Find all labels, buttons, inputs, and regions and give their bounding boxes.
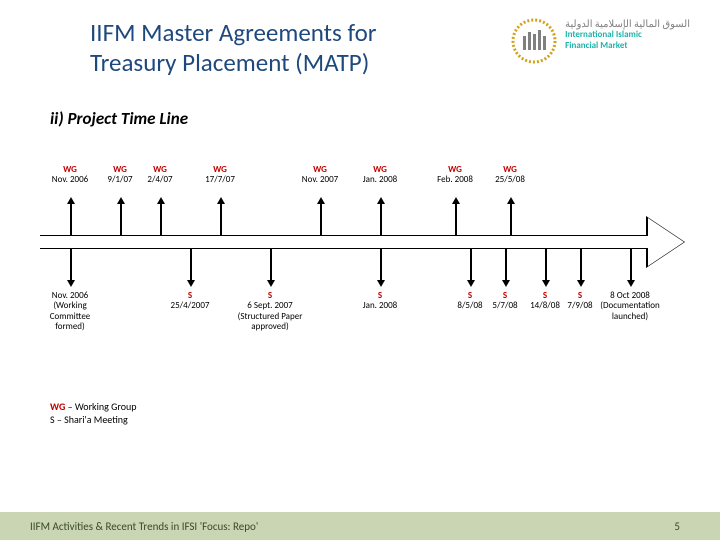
tick-arrow-down-icon bbox=[627, 280, 635, 287]
page-number: 5 bbox=[674, 520, 680, 533]
tick-arrow-up-icon bbox=[317, 197, 325, 204]
timeline-top-label: WG9/1/07 bbox=[107, 165, 132, 186]
logo-en-2: Financial Market bbox=[565, 41, 690, 52]
timeline-tick-top bbox=[455, 203, 457, 235]
legend-wg-val: – Working Group bbox=[65, 400, 136, 413]
logo-text: السوق المالية الإسلامية الدولية Internat… bbox=[565, 18, 690, 52]
timeline-tick-top bbox=[510, 203, 512, 235]
title-line-2: Treasury Placement (MATP) bbox=[90, 47, 369, 78]
timeline-top-label: WGNov. 2007 bbox=[302, 165, 338, 186]
timeline-bottom-label: Nov. 2006(WorkingCommitteeformed) bbox=[50, 291, 91, 332]
timeline-bottom-label: S6 Sept. 2007(Structured Paperapproved) bbox=[238, 291, 303, 332]
timeline-tick-bottom bbox=[190, 249, 192, 281]
tick-arrow-up-icon bbox=[377, 197, 385, 204]
iifm-logo: السوق المالية الإسلامية الدولية Internat… bbox=[511, 18, 690, 78]
timeline-bottom-label: 8 Oct 2008(Documentationlaunched) bbox=[600, 291, 659, 322]
timeline-tick-top bbox=[220, 203, 222, 235]
timeline-tick-top bbox=[120, 203, 122, 235]
timeline-bottom-label: SJan. 2008 bbox=[363, 291, 397, 312]
tick-arrow-down-icon bbox=[502, 280, 510, 287]
tick-arrow-up-icon bbox=[67, 197, 75, 204]
timeline-axis bbox=[40, 235, 650, 249]
slide-footer: IIFM Activities & Recent Trends in IFSI … bbox=[0, 512, 720, 540]
timeline-bottom-label: S8/5/08 bbox=[457, 291, 482, 312]
tick-arrow-up-icon bbox=[217, 197, 225, 204]
timeline-tick-bottom bbox=[380, 249, 382, 281]
logo-mark bbox=[511, 18, 557, 64]
timeline-bottom-label: S5/7/08 bbox=[492, 291, 517, 312]
timeline-tick-bottom bbox=[70, 249, 72, 281]
footer-text: IIFM Activities & Recent Trends in IFSI … bbox=[30, 520, 258, 533]
legend-wg-key: WG bbox=[50, 400, 65, 413]
tick-arrow-up-icon bbox=[507, 197, 515, 204]
tick-arrow-up-icon bbox=[452, 197, 460, 204]
tick-arrow-down-icon bbox=[577, 280, 585, 287]
tick-arrow-down-icon bbox=[67, 280, 75, 287]
tick-arrow-down-icon bbox=[542, 280, 550, 287]
section-subtitle: ii) Project Time Line bbox=[50, 108, 188, 129]
timeline-tick-bottom bbox=[505, 249, 507, 281]
tick-arrow-down-icon bbox=[267, 280, 275, 287]
timeline-tick-bottom bbox=[270, 249, 272, 281]
timeline-diagram: WGNov. 2006 WG9/1/07 WG2/4/07 WG17/7/07 WGNo… bbox=[30, 145, 690, 395]
tick-arrow-down-icon bbox=[187, 280, 195, 287]
timeline-top-label: WG17/7/07 bbox=[205, 165, 235, 186]
timeline-tick-top bbox=[320, 203, 322, 235]
slide-title: IIFM Master Agreements for Treasury Plac… bbox=[90, 18, 377, 78]
timeline-bottom-label: S7/9/08 bbox=[567, 291, 592, 312]
timeline-top-label: WGJan. 2008 bbox=[363, 165, 397, 186]
timeline-tick-bottom bbox=[545, 249, 547, 281]
timeline-tick-bottom bbox=[580, 249, 582, 281]
timeline-tick-bottom bbox=[630, 249, 632, 281]
tick-arrow-down-icon bbox=[377, 280, 385, 287]
legend: WG – Working Group S – Shari'a Meeting bbox=[50, 400, 137, 426]
timeline-top-label: WGFeb. 2008 bbox=[437, 165, 473, 186]
timeline-tick-top bbox=[380, 203, 382, 235]
legend-s: S – Shari'a Meeting bbox=[50, 413, 128, 426]
timeline-bottom-label: S25/4/2007 bbox=[171, 291, 210, 312]
slide-header: IIFM Master Agreements for Treasury Plac… bbox=[0, 18, 720, 78]
timeline-bottom-label: S14/8/08 bbox=[530, 291, 560, 312]
timeline-tick-top bbox=[160, 203, 162, 235]
timeline-tick-top bbox=[70, 203, 72, 235]
timeline-top-label: WGNov. 2006 bbox=[52, 165, 88, 186]
tick-arrow-up-icon bbox=[157, 197, 165, 204]
timeline-arrowhead bbox=[648, 218, 684, 266]
tick-arrow-down-icon bbox=[467, 280, 475, 287]
title-line-1: IIFM Master Agreements for bbox=[90, 17, 377, 48]
timeline-tick-bottom bbox=[470, 249, 472, 281]
timeline-top-label: WG2/4/07 bbox=[147, 165, 172, 186]
tick-arrow-up-icon bbox=[117, 197, 125, 204]
timeline-top-label: WG25/5/08 bbox=[495, 165, 525, 186]
